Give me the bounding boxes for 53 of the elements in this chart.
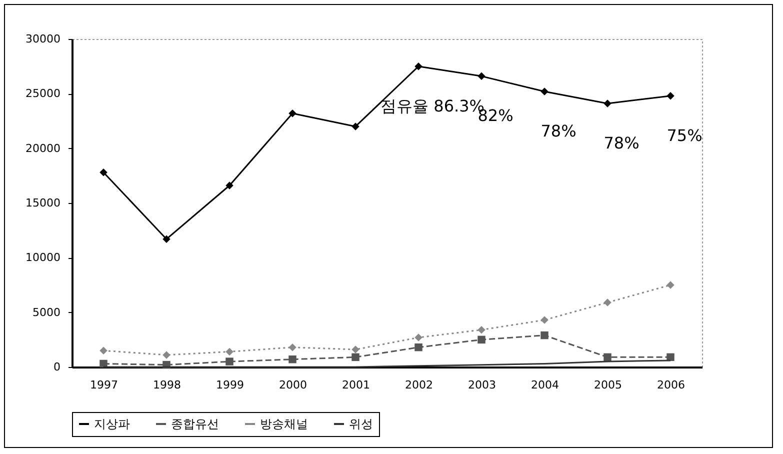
x-tick-label: 1999 (216, 378, 244, 392)
x-tick-label: 2006 (657, 378, 685, 392)
annotation: 78% (540, 121, 576, 140)
point (666, 281, 674, 289)
point (288, 109, 296, 118)
point (540, 316, 548, 324)
y-tick-label: 25000 (26, 87, 60, 100)
point (478, 336, 486, 344)
point (414, 334, 422, 342)
point (666, 92, 674, 100)
annotation: 75% (666, 126, 702, 145)
point (100, 346, 108, 354)
point (352, 353, 360, 362)
point (288, 355, 296, 364)
point (226, 182, 234, 190)
x-tick-label: 1998 (153, 378, 181, 392)
y-tick-label: 30000 (26, 32, 60, 46)
point (100, 168, 108, 176)
point (414, 343, 422, 352)
legend-label: 방송채널 (260, 417, 308, 431)
legend-label: 종합유선 (171, 417, 219, 431)
point (604, 353, 612, 362)
point (226, 358, 234, 366)
point (414, 62, 422, 70)
x-tick-label: 2002 (405, 378, 433, 392)
point (604, 298, 612, 306)
x-tick-label: 2000 (279, 378, 307, 392)
point (478, 72, 486, 80)
point (352, 346, 360, 354)
x-tick-label: 2004 (531, 378, 559, 392)
point (478, 326, 486, 334)
y-tick-label: 15000 (26, 196, 60, 210)
y-tick-label: 5000 (32, 306, 60, 319)
point (162, 235, 170, 243)
point (100, 360, 108, 368)
point (352, 122, 360, 130)
annotation: 78% (604, 134, 640, 153)
y-tick-label: 20000 (26, 142, 60, 155)
point (540, 88, 548, 96)
x-tick-label: 2005 (594, 378, 622, 392)
point (162, 351, 170, 359)
point (604, 100, 612, 108)
legend-label: 위성 (349, 417, 373, 431)
point (666, 353, 674, 362)
x-tick-label: 2001 (342, 378, 370, 392)
point (226, 348, 234, 356)
y-tick-label: 10000 (26, 251, 60, 264)
x-tick-label: 2003 (468, 378, 496, 392)
x-tick-label: 1997 (90, 378, 118, 392)
legend-label: 지상파 (94, 417, 130, 431)
point (288, 343, 296, 352)
point (540, 331, 548, 340)
y-tick-label: 0 (54, 360, 60, 374)
